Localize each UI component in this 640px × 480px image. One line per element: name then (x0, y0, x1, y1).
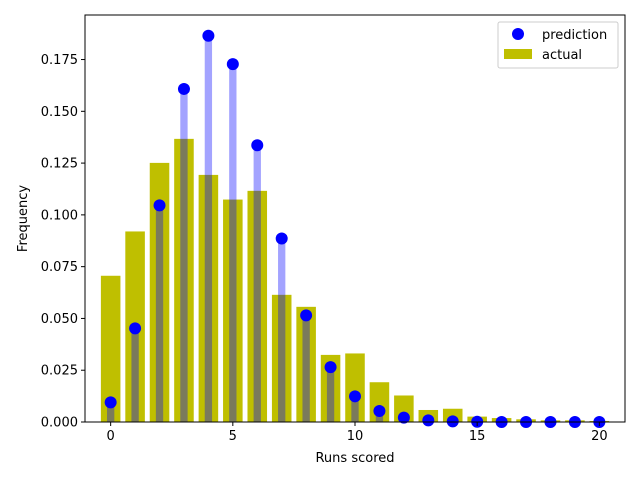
prediction-stem (204, 35, 213, 423)
actual-bars (100, 138, 610, 422)
y-tick-label: 0.050 (41, 312, 78, 327)
x-tick-label: 0 (107, 429, 115, 444)
y-tick-label: 0.150 (41, 105, 78, 120)
prediction-point (129, 322, 142, 335)
prediction-stem (131, 328, 139, 422)
actual-bar (100, 275, 121, 422)
prediction-point (251, 139, 264, 152)
legend: prediction actual (497, 21, 619, 69)
prediction-stem (253, 145, 261, 422)
prediction-point (177, 82, 190, 95)
y-tick-label: 0.175 (41, 53, 78, 68)
prediction-point (153, 199, 166, 212)
prediction-point (373, 405, 386, 418)
legend-prediction-label: prediction (542, 28, 607, 43)
prediction-point (446, 415, 459, 428)
x-tick-label: 10 (347, 429, 364, 444)
prediction-stem (302, 315, 310, 422)
y-tick-label: 0.025 (41, 364, 78, 379)
actual-bar (320, 354, 341, 422)
prediction-stem (326, 367, 335, 422)
actual-bar (271, 294, 292, 422)
prediction-stem (229, 64, 237, 422)
prediction-point (226, 58, 239, 71)
actual-bar (223, 199, 243, 422)
y-axis-ticks: 0.000 0.025 0.050 0.075 0.100 0.125 0.150 0.175 (41, 53, 85, 431)
prediction-stem (278, 238, 286, 422)
prediction-point (300, 309, 313, 322)
prediction-point (397, 411, 410, 424)
prediction-point (275, 232, 288, 245)
actual-bar (198, 174, 219, 422)
y-axis-label: Frequency (16, 185, 31, 252)
y-tick-label: 0.075 (41, 260, 78, 275)
y-tick-label: 0.125 (41, 157, 78, 172)
x-axis-label: Runs scored (315, 451, 394, 466)
actual-bar (174, 138, 194, 422)
actual-bar (247, 190, 268, 422)
prediction-point (349, 390, 361, 403)
prediction-point (422, 414, 435, 427)
prediction-stem (155, 205, 164, 422)
x-tick-label: 20 (591, 429, 608, 444)
y-tick-label: 0.100 (41, 208, 78, 223)
actual-bar (149, 162, 170, 422)
prediction-point (324, 361, 337, 374)
prediction-stem (351, 396, 359, 422)
prediction-stems (106, 35, 481, 423)
x-axis-ticks: 0 5 10 15 20 (107, 422, 608, 444)
prediction-points (104, 29, 606, 428)
legend-actual-swatch (504, 49, 532, 59)
prediction-stem (106, 402, 115, 422)
legend-prediction-marker (512, 28, 524, 40)
prediction-point (104, 396, 117, 409)
actual-bar (345, 353, 365, 422)
prediction-point (202, 29, 215, 42)
x-tick-label: 5 (229, 429, 237, 444)
actual-bar (296, 306, 316, 422)
y-tick-label: 0.000 (41, 416, 78, 431)
prediction-stem (180, 88, 188, 422)
legend-actual-label: actual (542, 48, 582, 63)
x-tick-label: 15 (469, 429, 486, 444)
